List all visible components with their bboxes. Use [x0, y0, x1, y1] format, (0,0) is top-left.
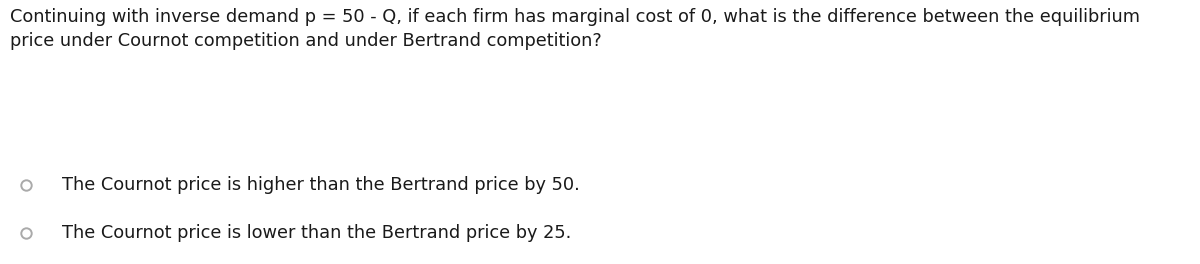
- Text: The Cournot price is lower than the Bertrand price by 25.: The Cournot price is lower than the Bert…: [62, 224, 571, 242]
- Text: The Cournot price is higher than the Bertrand price by 50.: The Cournot price is higher than the Ber…: [62, 176, 580, 194]
- Text: Continuing with inverse demand p = 50 - Q, if each firm has marginal cost of 0, : Continuing with inverse demand p = 50 - …: [10, 8, 1140, 50]
